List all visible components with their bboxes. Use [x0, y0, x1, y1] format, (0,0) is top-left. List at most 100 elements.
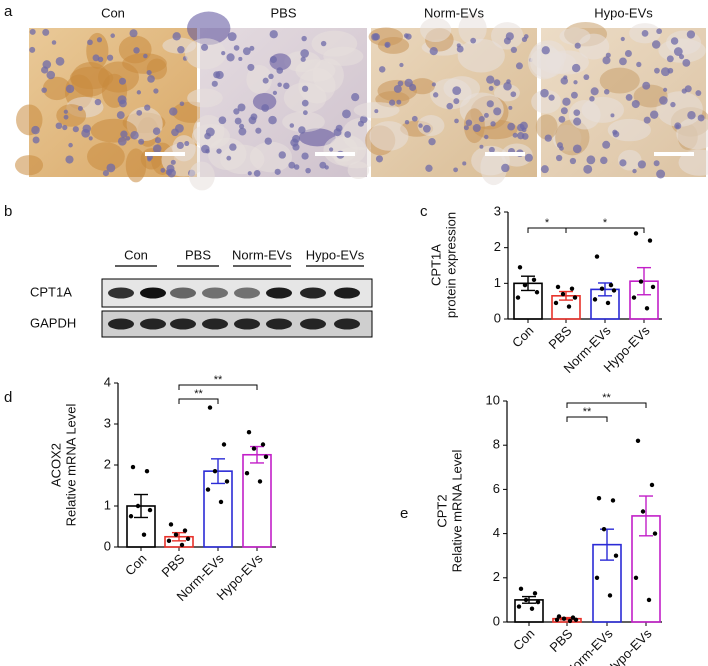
nucleus [590, 87, 599, 96]
data-point [244, 471, 250, 476]
nucleus [68, 142, 73, 148]
nucleus [572, 144, 582, 154]
nucleus [512, 132, 518, 138]
nucleus [160, 167, 166, 173]
nucleus [233, 45, 240, 51]
nucleus [397, 80, 404, 87]
nucleus [583, 74, 590, 81]
nucleus [463, 125, 469, 131]
nucleus [288, 161, 296, 169]
nucleus [46, 70, 56, 80]
nucleus [65, 84, 75, 94]
nucleus [261, 104, 270, 112]
tubule [530, 47, 565, 78]
data-point [263, 454, 269, 459]
nucleus [378, 66, 386, 73]
nucleus [233, 108, 240, 115]
data-point [166, 538, 172, 544]
nucleus [301, 35, 307, 42]
nucleus [117, 136, 127, 146]
data-point [518, 586, 524, 592]
nucleus [605, 52, 611, 58]
nucleus [359, 115, 368, 124]
tubule [323, 134, 367, 166]
nucleus [342, 109, 351, 119]
y-tick-label: 2 [104, 456, 111, 471]
data-point [515, 295, 521, 300]
data-point [611, 288, 617, 293]
nucleus [125, 136, 131, 141]
panel-letter: b [4, 203, 12, 220]
y-tick-label: 10 [486, 392, 500, 407]
nucleus [470, 37, 477, 44]
tubule [369, 121, 409, 151]
nucleus [557, 142, 563, 149]
group-label: Hypo-EVs [306, 247, 365, 262]
nucleus [612, 129, 618, 135]
y-axis-label: Relative mRNA Level [449, 449, 464, 572]
panel-letter: a [4, 3, 13, 20]
nucleus [130, 131, 139, 140]
nucleus [152, 127, 161, 135]
nucleus [660, 67, 670, 77]
nucleus [147, 75, 155, 83]
x-tick-label: PBS [546, 323, 575, 352]
nucleus [619, 57, 627, 66]
nucleus [375, 155, 384, 163]
nucleus [253, 170, 261, 177]
nucleus [574, 42, 581, 49]
nucleus [560, 107, 568, 115]
nucleus [55, 122, 63, 130]
nucleus [147, 157, 152, 162]
nucleus [351, 93, 360, 102]
data-point [555, 284, 561, 290]
nucleus [653, 160, 660, 167]
data-point [635, 438, 641, 443]
nucleus [63, 109, 68, 114]
nucleus [573, 109, 581, 117]
tubule [14, 155, 44, 176]
significance-label: * [545, 217, 550, 229]
nucleus [675, 124, 680, 129]
nucleus [146, 70, 152, 76]
panel-letter: e [400, 505, 408, 522]
nucleus [625, 94, 633, 101]
nucleus [472, 123, 481, 133]
band [334, 287, 360, 299]
data-point [246, 430, 252, 435]
y-tick-label: 1 [494, 275, 501, 290]
nucleus [602, 140, 611, 149]
nucleus [654, 67, 660, 74]
significance-label: ** [194, 388, 203, 400]
data-point [135, 503, 141, 509]
nucleus [276, 67, 284, 74]
nucleus [31, 125, 40, 135]
nucleus [589, 96, 595, 102]
tubule [184, 38, 227, 70]
data-point [592, 297, 598, 302]
nucleus [238, 127, 247, 136]
data-point [516, 604, 522, 609]
data-point [147, 507, 153, 513]
nucleus [133, 47, 140, 54]
nucleus [87, 39, 93, 46]
nucleus [659, 96, 668, 105]
y-tick-label: 8 [493, 437, 500, 452]
data-point [650, 284, 656, 290]
data-point [531, 277, 537, 282]
nucleus [610, 113, 615, 118]
data-point [556, 614, 562, 619]
nucleus [293, 164, 300, 170]
nucleus [154, 137, 162, 144]
tubule [71, 62, 110, 97]
nucleus [454, 118, 459, 124]
nucleus [651, 40, 661, 49]
nucleus [234, 117, 242, 125]
data-point [168, 522, 174, 527]
nucleus [96, 37, 103, 43]
tubule [295, 59, 336, 82]
nucleus [120, 130, 128, 138]
data-point [601, 526, 607, 532]
nucleus [687, 111, 696, 120]
nucleus [405, 33, 412, 40]
